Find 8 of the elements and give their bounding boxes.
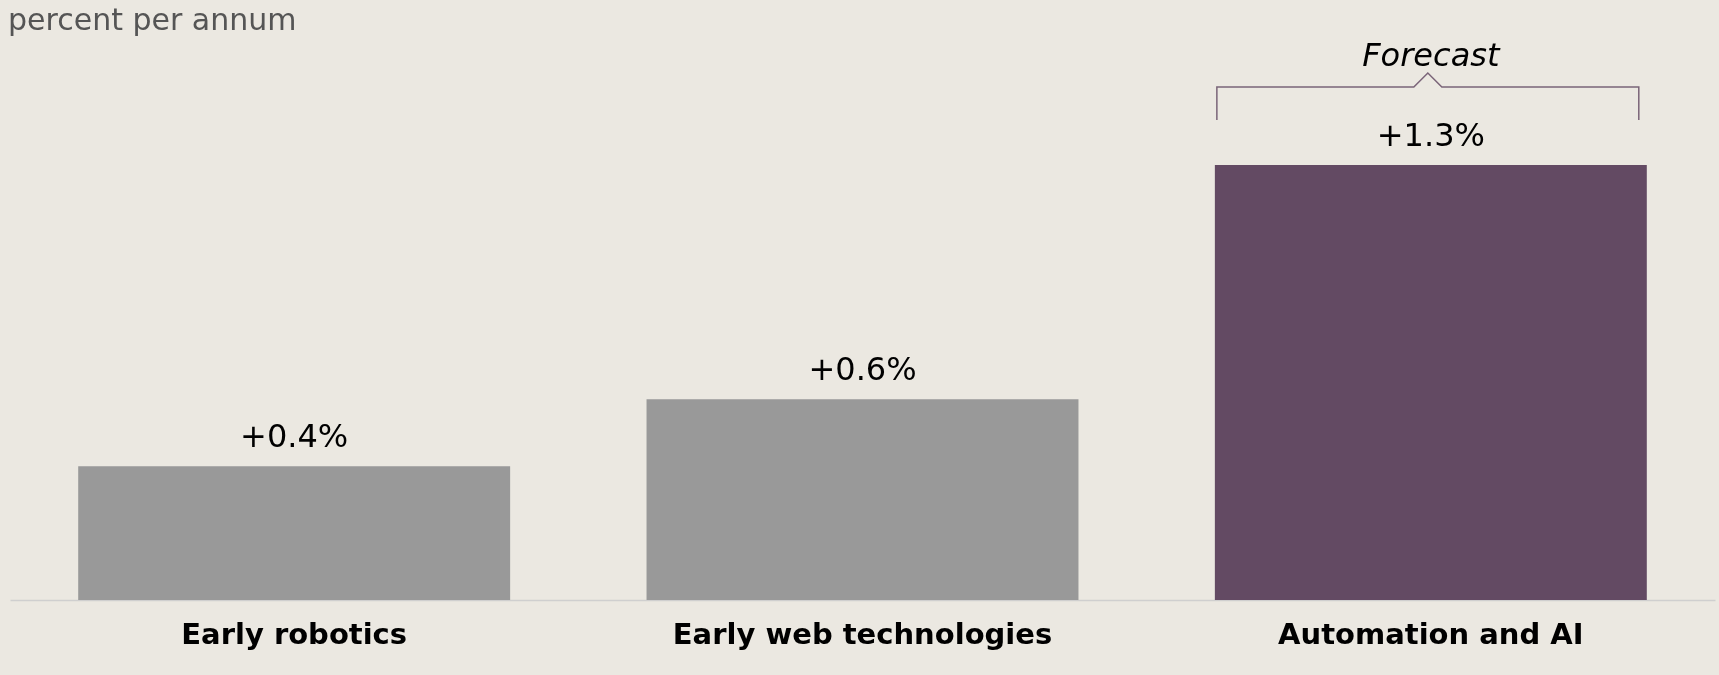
x-tick-label: Early web technologies — [672, 616, 1053, 651]
data-label: +1.3% — [1376, 116, 1485, 154]
chart-subtitle: percent per annum — [8, 2, 297, 38]
x-tick-label: Early robotics — [181, 616, 408, 651]
annotation: Forecast — [1362, 36, 1501, 74]
data-label: +0.4% — [240, 417, 349, 456]
x-tick-label: Automation and AI — [1278, 616, 1584, 651]
data-label: +0.6% — [808, 350, 917, 389]
